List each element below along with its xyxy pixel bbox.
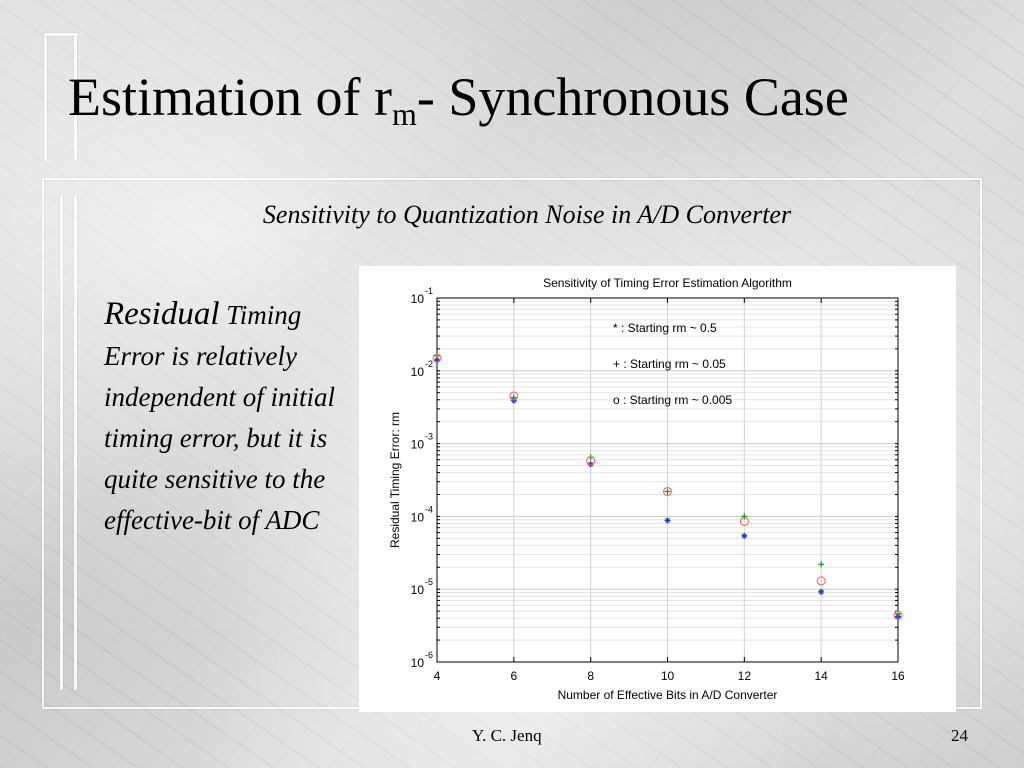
y-tick-label-base: 10 [411, 583, 425, 597]
data-point-plus [741, 513, 748, 520]
data-point-circle [586, 456, 596, 466]
data-point-plus [510, 394, 517, 401]
body-rest: Timing Error is relatively independent o… [104, 300, 335, 535]
legend-annotation: * : Starting rm ~ 0.5 [613, 321, 717, 335]
plot-frame [436, 297, 899, 663]
x-tick-label: 6 [510, 669, 517, 683]
data-point-star [741, 532, 748, 539]
data-point-circle [816, 576, 826, 586]
x-axis-label: Number of Effective Bits in A/D Converte… [558, 688, 778, 702]
data-point-star [434, 357, 440, 364]
frame-line-top-left-vertical [44, 33, 47, 161]
x-tick-label: 4 [434, 669, 441, 683]
data-point-circle [893, 610, 903, 620]
x-tick-label: 12 [738, 669, 752, 683]
slide-subtitle: Sensitivity to Quantization Noise in A/D… [262, 200, 792, 229]
page-title: Estimation of rm- Synchronous Case [68, 67, 849, 132]
frame-line-content-left [42, 178, 44, 708]
frame-line-content-top [42, 178, 982, 180]
title-subscript: m [391, 96, 417, 132]
y-tick-label-base: 10 [411, 656, 425, 670]
frame-line-inner-left-2 [74, 196, 77, 690]
y-tick-label-exponent: -1 [425, 286, 433, 296]
frame-line-inner-left [60, 196, 63, 690]
y-tick-label-exponent: -2 [425, 359, 433, 369]
frame-line-content-right [980, 178, 982, 708]
scatter-chart: Sensitivity of Timing Error Estimation A… [388, 276, 905, 702]
y-tick-label-base: 10 [411, 510, 425, 524]
y-tick-label-exponent: -4 [425, 504, 433, 514]
data-point-plus [818, 561, 825, 568]
footer-page-number: 24 [951, 726, 968, 745]
data-point-plus [664, 488, 671, 495]
footer-author: Y. C. Jenq [472, 726, 542, 745]
chart-title: Sensitivity of Timing Error Estimation A… [543, 276, 792, 290]
y-tick-label-base: 10 [411, 365, 425, 379]
x-tick-label: 10 [661, 669, 675, 683]
y-tick-label-exponent: -3 [425, 432, 433, 442]
chart-panel: Sensitivity of Timing Error Estimation A… [359, 266, 956, 712]
body-text: Residual Timing Error is relatively inde… [104, 294, 364, 541]
data-point-plus [895, 610, 901, 617]
y-tick-label-base: 10 [411, 292, 425, 306]
y-axis-label: Residual Timing Error: rm [388, 412, 402, 548]
data-point-circle [663, 486, 672, 496]
data-point-star [587, 461, 594, 468]
x-tick-label: 8 [587, 669, 594, 683]
data-point-circle [509, 391, 519, 401]
x-tick-label: 16 [891, 669, 905, 683]
data-point-star [510, 397, 517, 404]
frame-line-top-left-vertical-2 [74, 33, 77, 161]
legend-annotation: o : Starting rm ~ 0.005 [613, 393, 732, 407]
frame-line-top-horizontal [44, 33, 78, 36]
data-point-star [664, 517, 671, 524]
data-point-circle [739, 517, 749, 527]
data-point-star [818, 588, 825, 595]
x-tick-label: 14 [814, 669, 828, 683]
data-point-circle [432, 353, 442, 363]
y-tick-label-exponent: -6 [425, 650, 433, 660]
legend-annotation: + : Starting rm ~ 0.05 [613, 357, 726, 371]
y-tick-label-base: 10 [411, 438, 425, 452]
y-tick-label-exponent: -5 [425, 577, 433, 587]
body-first-word: Residual [104, 296, 220, 332]
